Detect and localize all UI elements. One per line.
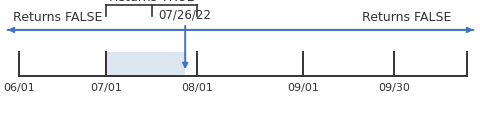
Text: Returns TRUE: Returns TRUE	[108, 0, 194, 4]
Text: 07/01: 07/01	[90, 83, 121, 93]
Text: 09/30: 09/30	[378, 83, 409, 93]
Text: Returns FALSE: Returns FALSE	[13, 11, 102, 24]
Bar	[106, 52, 185, 76]
Text: Returns FALSE: Returns FALSE	[361, 11, 450, 24]
Text: 07/26/22: 07/26/22	[158, 9, 211, 22]
Text: 08/01: 08/01	[181, 83, 213, 93]
Text: 09/01: 09/01	[287, 83, 318, 93]
Text: 06/01: 06/01	[3, 83, 35, 93]
